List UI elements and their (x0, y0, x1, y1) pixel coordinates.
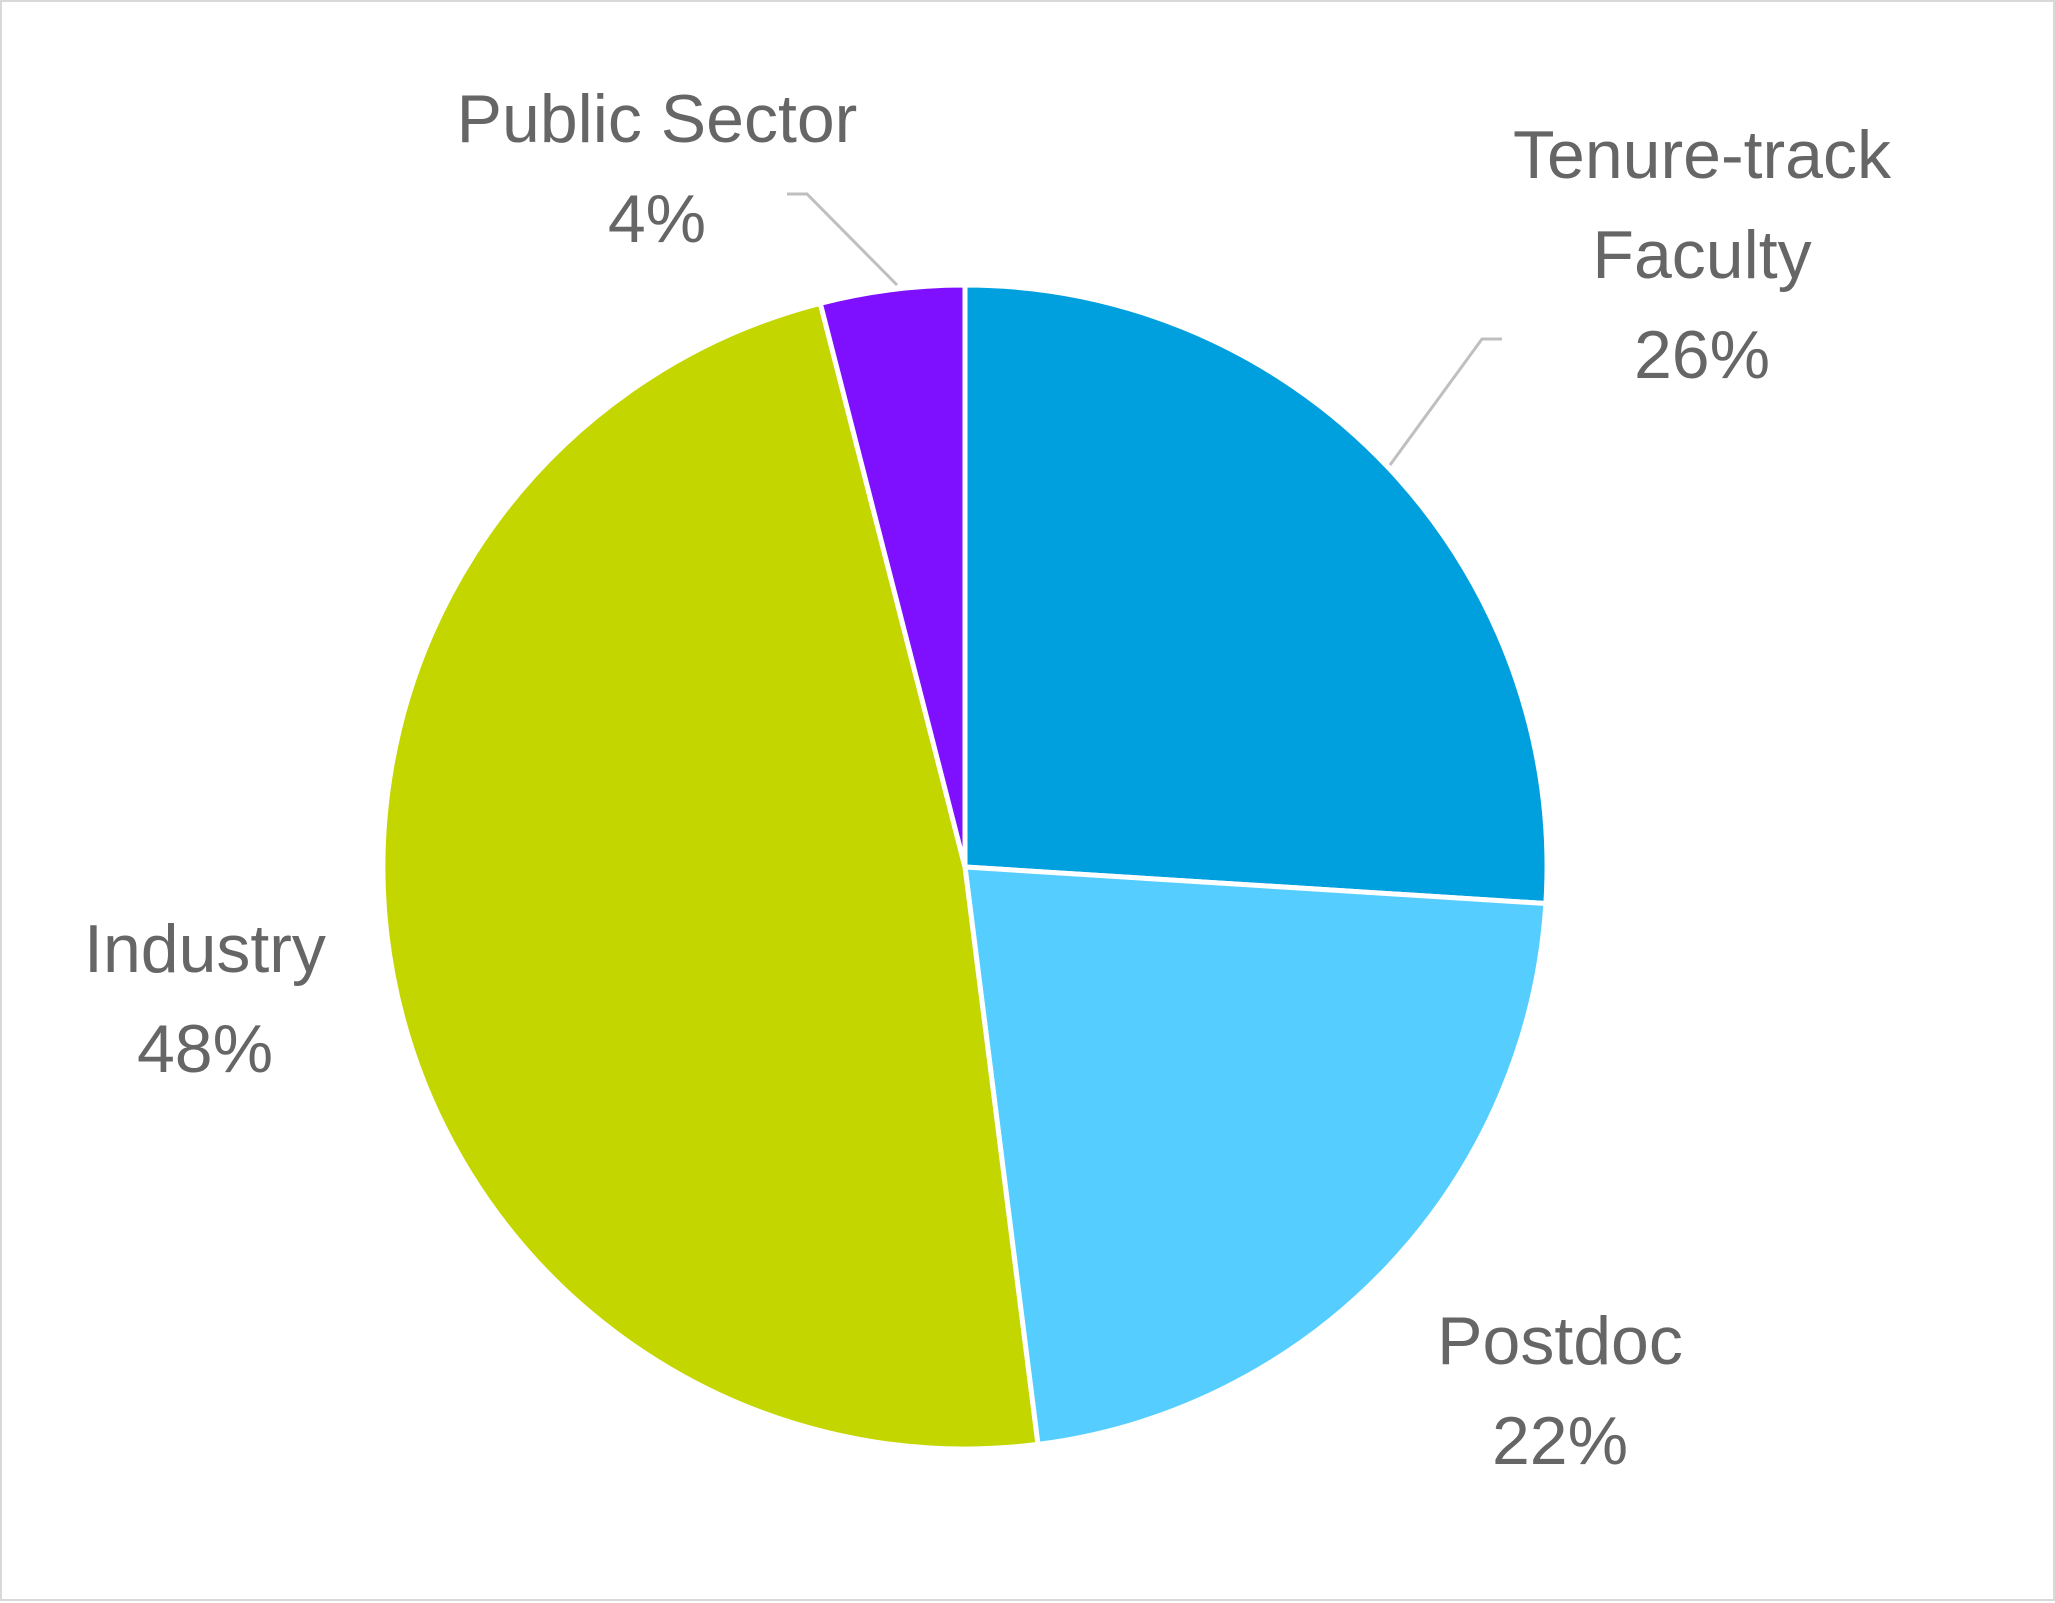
slice-name-label: Industry (84, 911, 326, 987)
slice-label-tenure-track-faculty: Tenure-track Faculty 26% (1513, 117, 1892, 393)
pie-slice-public-sector (817, 282, 968, 870)
slice-percent-label: 48% (137, 1011, 273, 1087)
pie-slice-tenure-track-faculty (962, 282, 1550, 907)
leader-line-public-sector (787, 192, 899, 287)
leader-line-tenure-track-faculty (1388, 337, 1502, 466)
slice-percent-label: 26% (1634, 317, 1770, 393)
slice-label-industry: Industry 48% (84, 911, 326, 1087)
slice-percent-label: 4% (608, 181, 706, 257)
slice-name-label: Tenure-track (1513, 117, 1892, 193)
pie-slices (380, 282, 1550, 1452)
slice-name-label: Postdoc (1437, 1303, 1683, 1379)
slice-labels: Tenure-track Faculty 26% Postdoc 22% Industry… (84, 81, 1892, 1479)
slice-name-label: Faculty (1592, 217, 1811, 293)
slice-name-label: Public Sector (457, 81, 858, 157)
slice-label-postdoc: Postdoc 22% (1437, 1303, 1683, 1479)
slice-percent-label: 22% (1492, 1403, 1628, 1479)
pie-slice-industry (380, 300, 1041, 1452)
slice-label-public-sector: Public Sector 4% (457, 81, 858, 257)
leader-lines (787, 192, 1502, 466)
pie-slice-postdoc (962, 864, 1549, 1447)
